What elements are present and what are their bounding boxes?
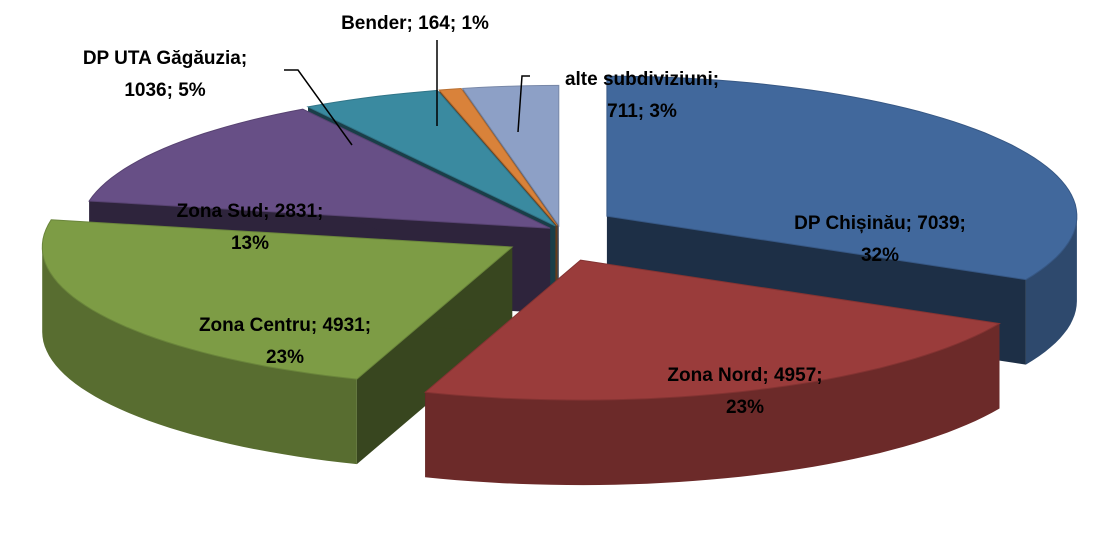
data-label: 13% [231,233,269,254]
slice-wall [1025,216,1077,365]
data-label: 711; 3% [607,101,677,122]
data-label: 23% [266,347,304,368]
data-label: Bender; 164; 1% [341,13,489,34]
slice [88,108,551,229]
data-label: 1036; 5% [124,80,205,101]
labels: DP Chișinău; 7039; 32% Zona Nord; 4957; 23%… [83,13,966,418]
leader-lines [284,40,530,146]
data-label: Zona Centru; 4931; [199,315,371,336]
data-label: alte subdiviziuni; [565,69,719,90]
data-label: DP UTA Găgăuzia; [83,48,247,69]
data-label: Zona Nord; 4957; [667,365,822,386]
slice [606,75,1078,281]
slice [41,219,514,380]
data-label: 32% [861,245,899,266]
slice-wall [42,247,357,465]
data-label: DP Chișinău; 7039; [794,213,966,234]
slice [438,87,558,226]
slice [461,84,560,227]
data-label: 23% [726,397,764,418]
data-label: Zona Sud; 2831; [177,201,324,222]
leader-line [284,69,353,146]
slice [423,259,1002,401]
leader-line [517,75,530,133]
slice-wall [425,323,1000,486]
slice [306,89,556,227]
pie [41,75,1078,486]
